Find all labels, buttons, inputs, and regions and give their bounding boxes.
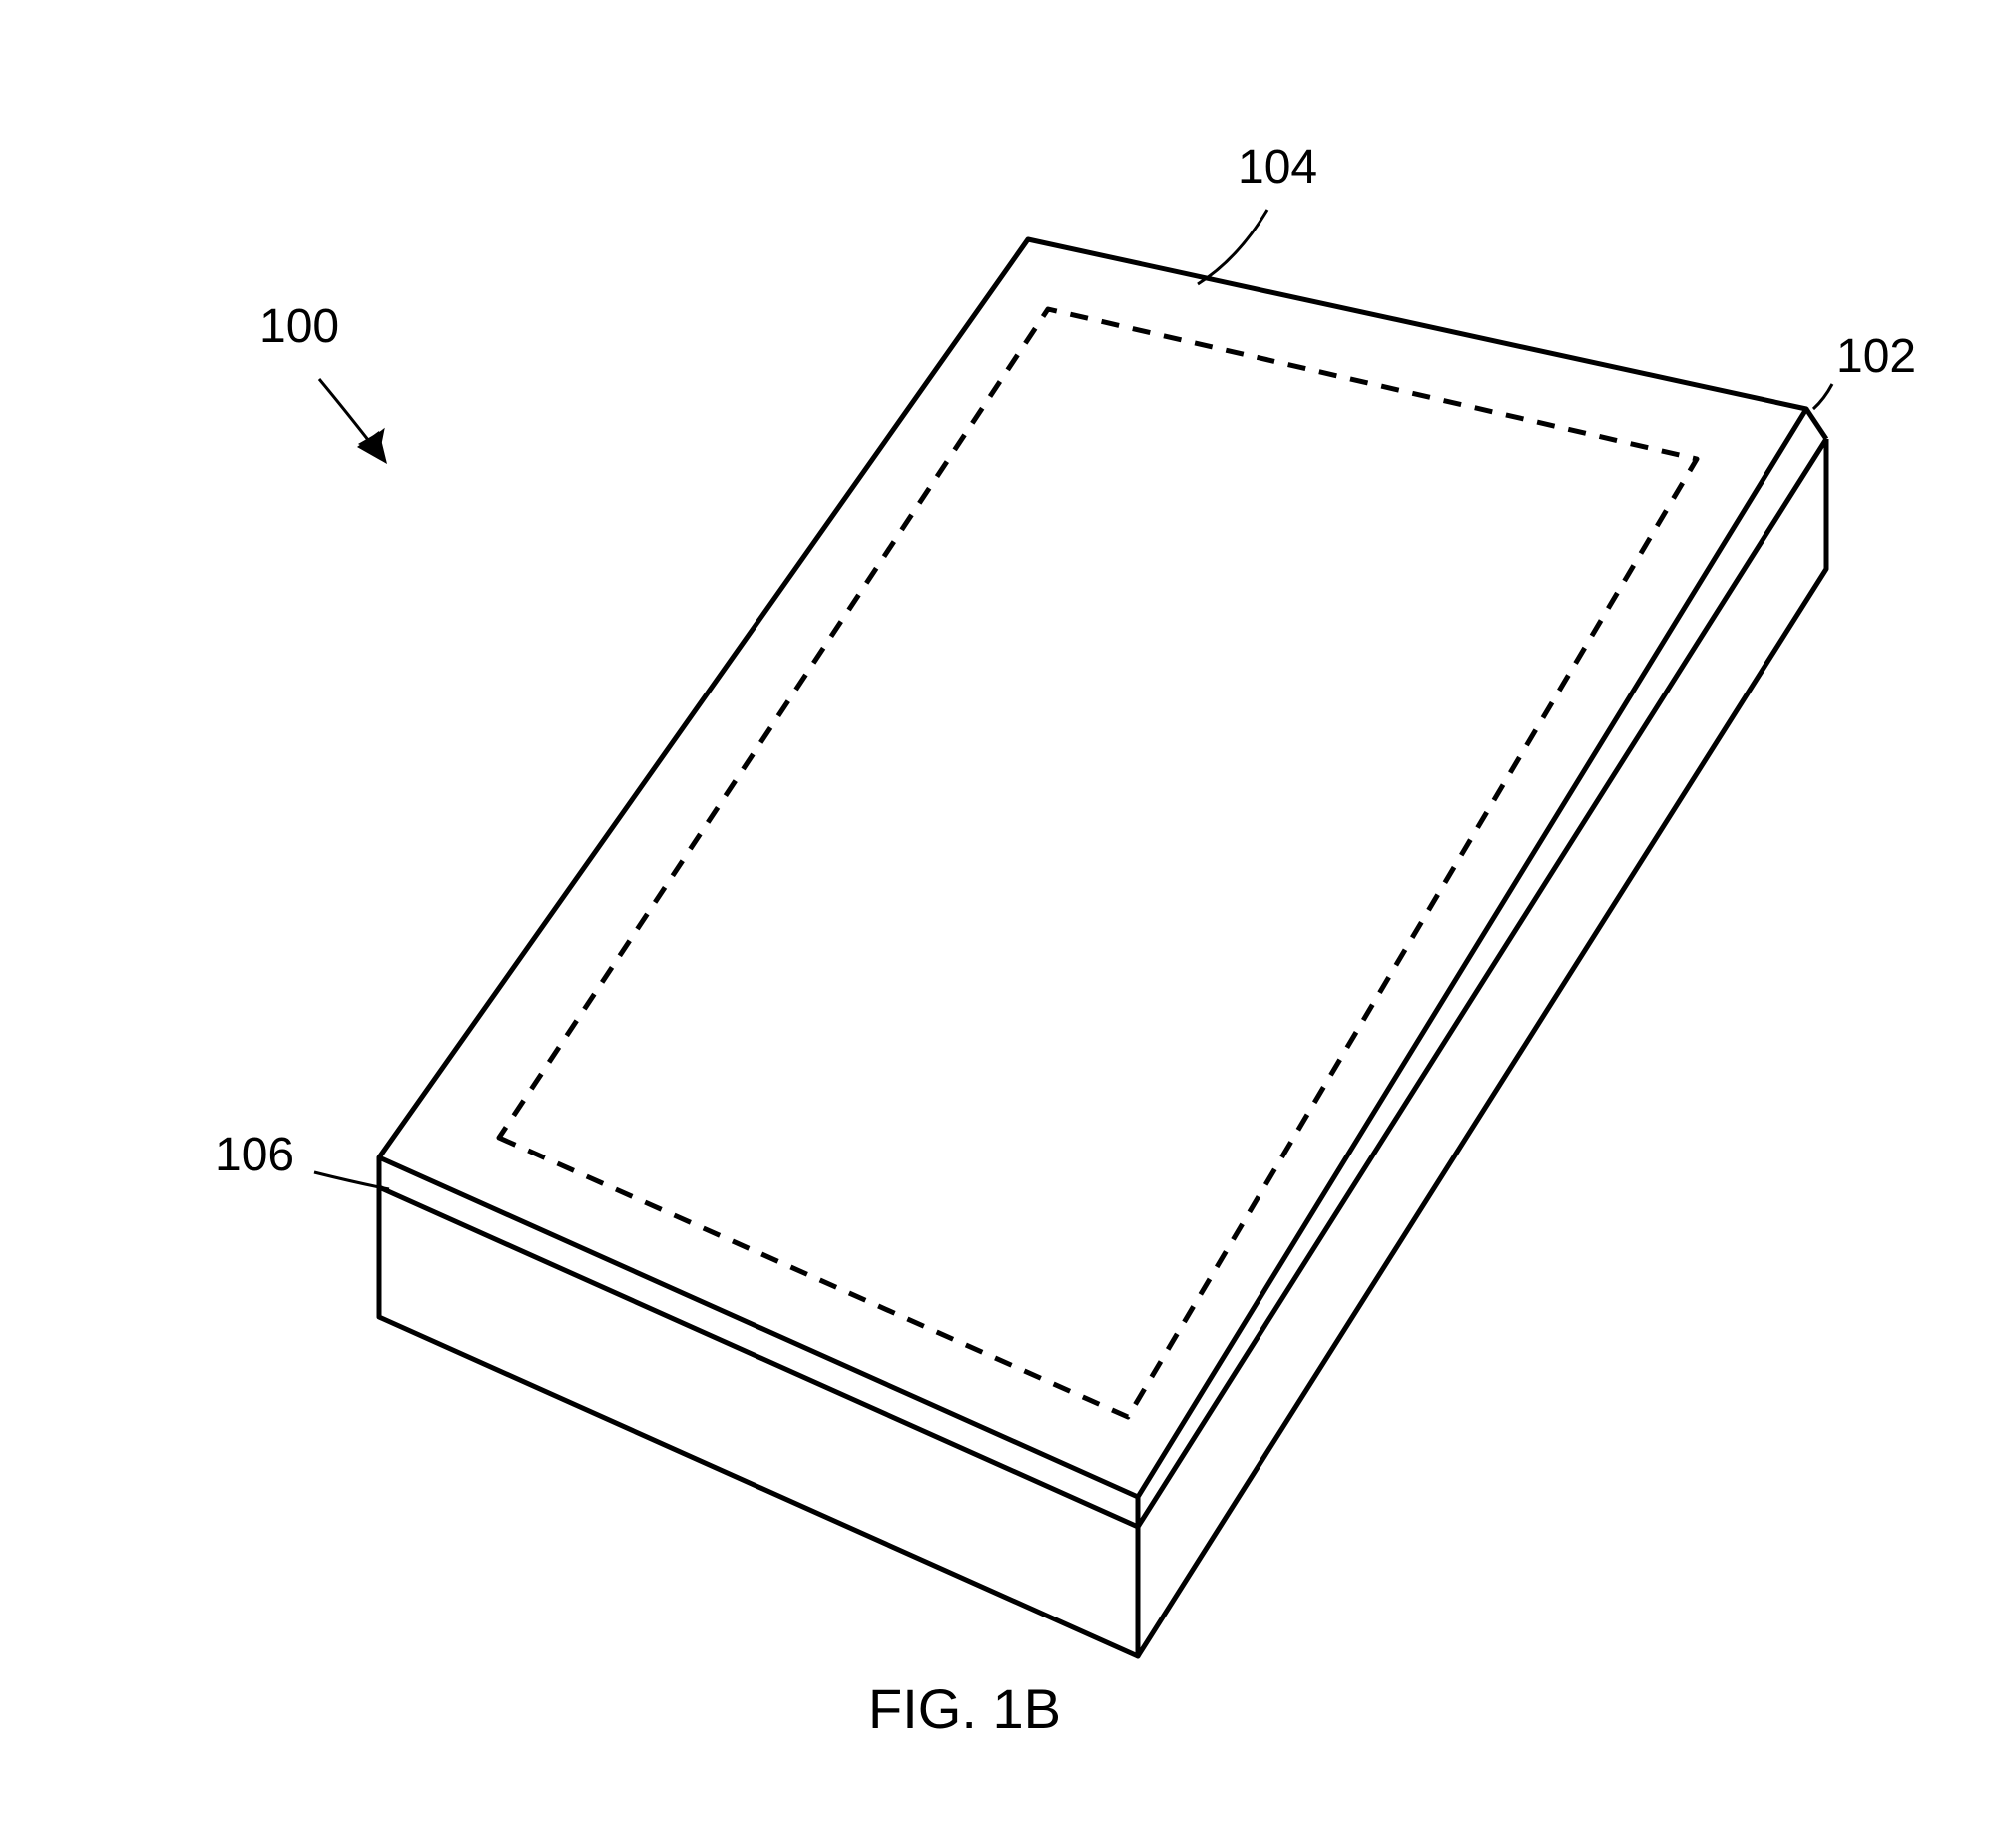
leader-102 bbox=[1813, 384, 1832, 409]
front-face bbox=[379, 1187, 1138, 1656]
leader-104 bbox=[1198, 210, 1267, 284]
top-face bbox=[379, 239, 1806, 1497]
label-106: 106 bbox=[215, 1128, 294, 1182]
right-face bbox=[1138, 439, 1826, 1656]
inner-dashed-rect bbox=[499, 309, 1697, 1417]
label-104: 104 bbox=[1238, 140, 1317, 195]
right-thin-vertical bbox=[1806, 409, 1826, 439]
label-100: 100 bbox=[259, 299, 339, 354]
figure-svg bbox=[0, 0, 2016, 1848]
label-102: 102 bbox=[1836, 329, 1916, 384]
figure-caption: FIG. 1B bbox=[868, 1676, 1061, 1741]
